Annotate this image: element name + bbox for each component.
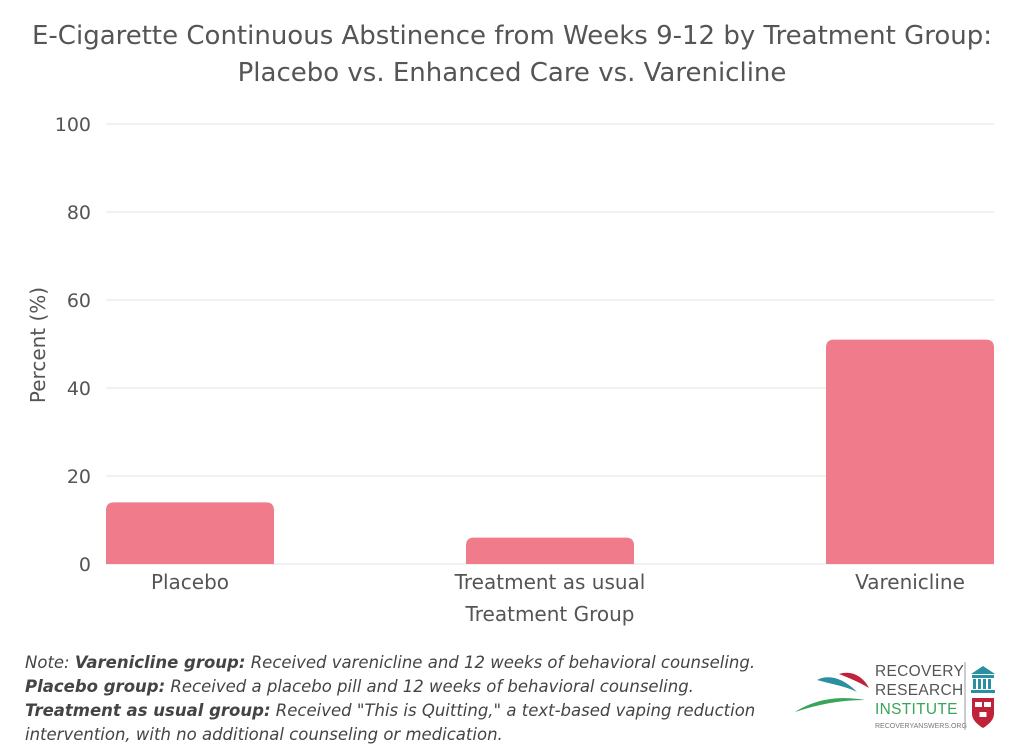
note-group-label: Placebo group: bbox=[25, 677, 166, 696]
x-axis-categories: Placebo Treatment as usual Varenicline bbox=[151, 570, 965, 594]
x-category-label: Placebo bbox=[151, 570, 229, 594]
bar-varenicline bbox=[826, 339, 994, 564]
y-tick-label: 60 bbox=[67, 290, 91, 312]
note-text: Received "This is Quitting," a text-base… bbox=[270, 701, 756, 720]
note-text: Received a placebo pill and 12 weeks of … bbox=[165, 677, 694, 696]
wave-icon bbox=[795, 672, 869, 712]
chart-title-line-1: E-Cigarette Continuous Abstinence from W… bbox=[32, 21, 992, 51]
notes-block: Note: Varenicline group: Received vareni… bbox=[25, 651, 785, 747]
y-tick-label: 0 bbox=[79, 554, 91, 576]
recovery-research-institute-logo: RECOVERY RESEARCH INSTITUTE RECOVERYANSW… bbox=[795, 662, 995, 730]
bar-chart: 0 20 40 60 80 100 Placebo Treatment as usual Va… bbox=[26, 114, 994, 626]
note-line: Note: Varenicline group: Received vareni… bbox=[25, 651, 785, 675]
note-line: Placebo group: Received a placebo pill a… bbox=[25, 675, 785, 699]
x-axis-label: Treatment Group bbox=[464, 602, 634, 626]
note-line: Treatment as usual group: Received "This… bbox=[25, 699, 785, 723]
y-tick-label: 100 bbox=[55, 114, 91, 136]
x-category-label: Treatment as usual bbox=[454, 570, 646, 594]
note-group-label: Treatment as usual group: bbox=[25, 701, 271, 720]
x-category-label: Varenicline bbox=[855, 570, 965, 594]
note-line: intervention, with no additional counsel… bbox=[25, 723, 785, 747]
logo-line-2: RESEARCH bbox=[875, 682, 964, 699]
y-tick-label: 80 bbox=[67, 202, 91, 224]
building-icon bbox=[971, 666, 995, 693]
bar-treatment-as-usual bbox=[466, 537, 634, 564]
bars bbox=[106, 339, 994, 564]
note-group-label: Varenicline group: bbox=[74, 653, 246, 672]
shield-icon bbox=[972, 698, 994, 728]
y-tick-label: 20 bbox=[67, 466, 91, 488]
note-lead: Note: bbox=[25, 653, 75, 672]
chart-title-line-2: Placebo vs. Enhanced Care vs. Vareniclin… bbox=[237, 58, 787, 88]
note-text: Received varenicline and 12 weeks of beh… bbox=[245, 653, 756, 672]
note-text: intervention, with no additional counsel… bbox=[25, 725, 503, 744]
y-axis-ticks: 0 20 40 60 80 100 bbox=[55, 114, 91, 576]
logo-url: RECOVERYANSWERS.ORG bbox=[875, 723, 967, 730]
logo-line-3: INSTITUTE bbox=[875, 701, 958, 718]
bar-placebo bbox=[106, 502, 274, 564]
logo-line-1: RECOVERY bbox=[875, 663, 964, 680]
y-axis-label: Percent (%) bbox=[26, 287, 50, 403]
chart-title: E-Cigarette Continuous Abstinence from W… bbox=[0, 18, 1024, 92]
y-tick-label: 40 bbox=[67, 378, 91, 400]
